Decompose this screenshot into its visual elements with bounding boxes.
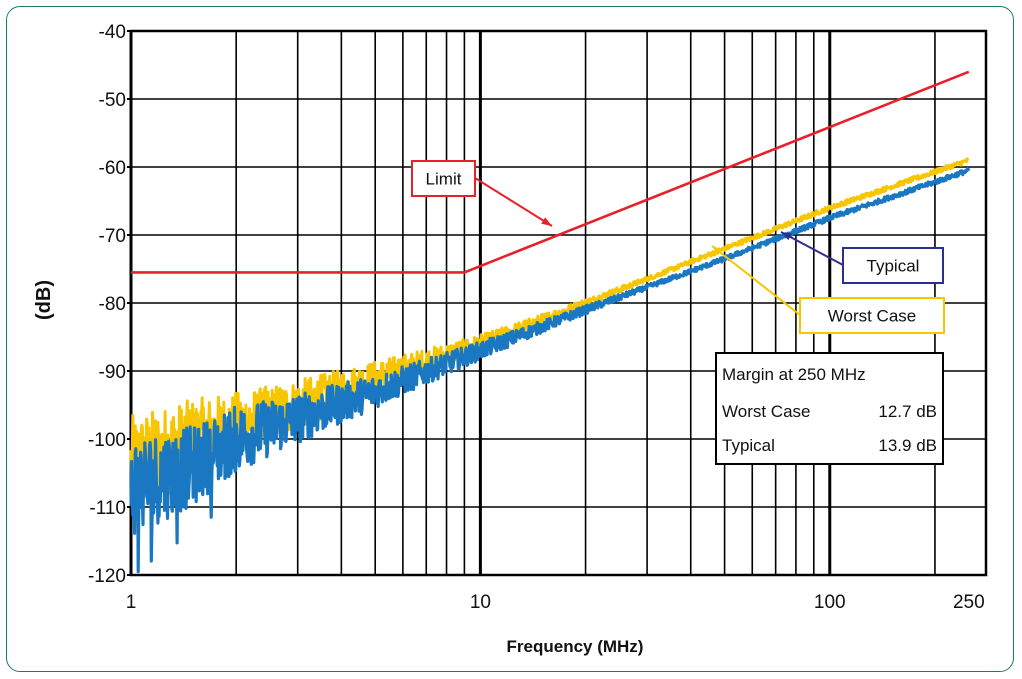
series-line-limit (131, 70, 970, 274)
typical-callout-leader (780, 231, 844, 266)
y-tick-label: -70 (99, 226, 126, 247)
y-tick-label: -60 (99, 158, 126, 179)
worst-case-callout-arrowhead (712, 246, 723, 256)
y-axis-title: (dB) (33, 280, 55, 320)
margin-row-label: Worst Case (722, 402, 811, 421)
x-tick-label: 1 (126, 592, 137, 613)
margin-row-label: Typical (722, 436, 775, 455)
margin-row-value: 12.7 dB (878, 402, 937, 421)
limit-callout-box (411, 160, 476, 197)
limit-callout-arrowhead (541, 217, 552, 226)
series-group (129, 70, 971, 574)
margin-box (715, 352, 944, 465)
y-tick-label: -120 (88, 566, 126, 587)
worst-case-callout-box (799, 297, 945, 334)
margin-row-value: 13.9 dB (878, 436, 937, 455)
y-tick-label: -40 (99, 22, 126, 43)
y-tick-label: -90 (99, 362, 126, 383)
typical-callout-label: Typical (867, 257, 920, 276)
limit-callout-leader (474, 177, 553, 227)
x-tick-label: 10 (470, 592, 491, 613)
series-line-typical (129, 167, 971, 574)
y-tick-label: -100 (88, 430, 126, 451)
x-tick-label: 250 (953, 592, 985, 613)
typical-callout-box (842, 247, 944, 284)
y-tick-label: -80 (99, 294, 126, 315)
y-tick-label: -50 (99, 90, 126, 111)
x-tick-label: 100 (814, 592, 846, 613)
typical-callout-arrowhead (781, 232, 792, 241)
limit-callout-label: Limit (426, 170, 462, 189)
x-axis-title: Frequency (MHz) (507, 637, 644, 656)
worst-case-callout-label: Worst Case (828, 307, 917, 326)
worst-case-callout-leader (711, 245, 801, 316)
annotations: Limit Typical Worst Case Margin at 250 MHz W… (411, 160, 945, 465)
margin-box-title: Margin at 250 MHz (722, 365, 866, 384)
y-tick-label: -110 (89, 498, 126, 519)
